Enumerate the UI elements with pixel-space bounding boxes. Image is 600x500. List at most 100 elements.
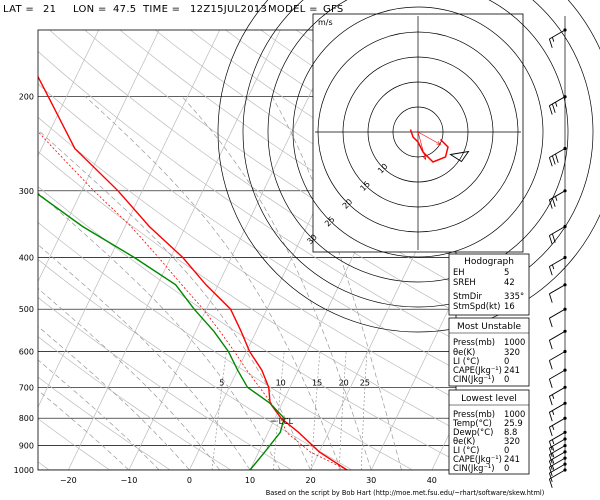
- wind-barb-staff: [549, 369, 566, 380]
- arrow-head: [436, 141, 442, 145]
- dry-adiabat-line: [38, 376, 171, 470]
- wind-barb: [548, 416, 567, 437]
- isotherm-line: [38, 30, 160, 283]
- mixing-ratio-label: 10: [276, 378, 286, 387]
- wind-barb: [548, 349, 567, 370]
- wind-barb-flag: [548, 460, 553, 470]
- wind-barb-half-flag: [551, 459, 555, 464]
- moist-adiabat-line: [38, 389, 130, 470]
- wind-barb-half-flag: [551, 425, 555, 431]
- temperature-tick-label: 40: [427, 476, 437, 485]
- wind-barb-staff: [549, 402, 566, 413]
- wind-barb-flag: [551, 233, 556, 243]
- moist-adiabat-line: [38, 192, 281, 470]
- dry-adiabat-line: [38, 418, 110, 470]
- wind-barb-flag: [548, 427, 553, 437]
- hodograph-rings: [217, 0, 600, 333]
- moist-adiabat-line: [38, 129, 311, 470]
- wind-barb-flag: [548, 412, 553, 422]
- stat-value: 0: [504, 356, 509, 366]
- temperature-tick-label: 0: [187, 476, 192, 485]
- pressure-tick-label: 300: [19, 187, 34, 196]
- wind-barb-flag: [551, 155, 556, 165]
- stat-value: 320: [504, 347, 520, 357]
- dry-adiabat-line: [38, 336, 232, 470]
- wind-barb-staff: [549, 469, 566, 480]
- pressure-axis-labels: 200 300 400 500 600 700 800 900 1000: [14, 93, 34, 475]
- wind-barb-flag: [555, 153, 559, 163]
- wind-barb-staff: [549, 284, 566, 295]
- pressure-tick-label: 500: [19, 305, 34, 314]
- lowest-level-frame: [448, 389, 530, 475]
- wind-barb-staff: [549, 29, 566, 40]
- isotherm-line: [38, 30, 221, 408]
- dry-adiabat-line: [38, 116, 456, 400]
- stat-label: EH: [453, 267, 465, 277]
- stat-value: 42: [504, 277, 515, 287]
- mixing-ratio-label: 25: [360, 378, 370, 387]
- wind-barb-half-flag: [551, 37, 555, 42]
- stat-value: 0: [504, 463, 509, 473]
- footer-credit: Based on the script by Bob Hart (http://…: [266, 489, 545, 497]
- lat-value: 21: [43, 4, 56, 15]
- pressure-tick-label: 600: [19, 348, 34, 357]
- moist-adiabat-line: [38, 244, 251, 470]
- wind-barb-half-flag: [551, 465, 555, 470]
- wind-barb-half-flag: [551, 394, 555, 400]
- wind-barb: [548, 385, 567, 406]
- stat-label: Press(mb): [453, 409, 495, 419]
- most-unstable-box: Most Unstable Press(mb) 1000 θe(K) 320 L…: [448, 317, 530, 387]
- lon-label: LON =: [73, 4, 107, 15]
- wind-barb: [548, 255, 567, 276]
- stat-label: SREH: [453, 277, 476, 287]
- lcl-label: LCL: [279, 417, 294, 426]
- wind-barb-flag: [548, 378, 553, 389]
- model-value: GFS: [323, 4, 344, 15]
- wind-barb: [548, 307, 567, 328]
- wind-barb-flag: [548, 157, 553, 167]
- stat-value: 241: [504, 454, 520, 464]
- wind-barb: [548, 462, 567, 483]
- wind-barb: [548, 95, 567, 115]
- wind-barb-staff: [549, 386, 566, 397]
- stat-value: 1000: [504, 409, 525, 419]
- temperature-tick-label: 20: [306, 476, 316, 485]
- wind-barb-flag: [548, 478, 553, 488]
- wind-barb-half-flag: [551, 439, 555, 445]
- wind-barb: [548, 450, 567, 470]
- pressure-tick-label: 200: [19, 93, 34, 102]
- hodograph-unit: m/s: [318, 18, 333, 27]
- hodograph-stats-box: Hodograph EH 5 SREH 42 StmDir 335° StmSp…: [448, 253, 530, 316]
- storm-motion-arrow: [417, 131, 426, 160]
- dry-adiabat-line: [38, 186, 456, 462]
- wind-barb-half-flag: [551, 410, 555, 416]
- wind-barb-flag: [548, 199, 553, 209]
- mixing-ratio-label: 20: [339, 378, 349, 387]
- temperature-tick-label: 10: [245, 476, 255, 485]
- lowest-level-title: Lowest level: [461, 394, 517, 404]
- wind-barb: [548, 437, 567, 457]
- hodograph-trace: [409, 129, 470, 163]
- stat-value: 241: [504, 365, 520, 375]
- stat-label: LI (°C): [453, 356, 479, 366]
- wind-barb: [548, 401, 567, 422]
- isotherm-line: [38, 30, 99, 157]
- stat-value: 0: [504, 445, 509, 455]
- pressure-tick-label: 1000: [14, 466, 34, 475]
- wind-barb-flag: [548, 360, 553, 370]
- wind-barb-flag: [548, 396, 553, 406]
- wind-barb-staff: [549, 351, 566, 361]
- dry-adiabat-line: [49, 30, 456, 313]
- wind-barb: [548, 430, 567, 451]
- hodograph-stats-title: Hodograph: [464, 257, 514, 267]
- wind-barb-flag: [548, 447, 553, 457]
- stat-label: Dewp(°C): [453, 427, 493, 437]
- wind-barb-half-flag: [551, 446, 555, 451]
- temperature-tick-label: −20: [60, 476, 77, 485]
- stat-value: 5: [504, 267, 509, 277]
- parcel-path-line: [38, 131, 348, 470]
- wind-barb: [548, 444, 567, 464]
- stat-value: 25.9: [504, 418, 523, 428]
